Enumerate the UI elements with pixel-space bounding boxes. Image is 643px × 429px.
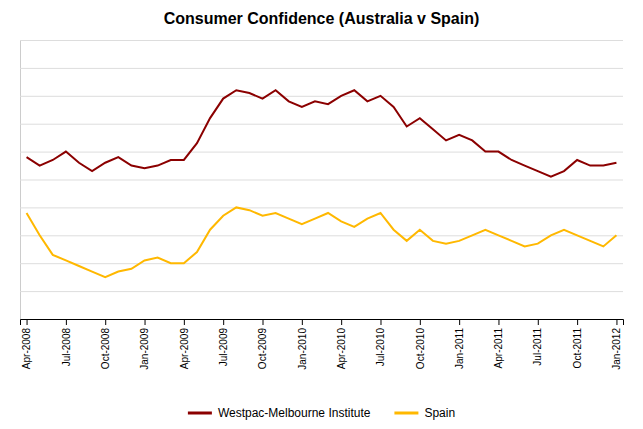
x-tick-mark (380, 319, 381, 325)
grid-line (20, 235, 623, 236)
y-tick (20, 291, 623, 292)
series-line (27, 90, 617, 176)
y-axis (20, 41, 623, 320)
x-tick-label: Jul-2008 (61, 328, 72, 367)
x-tick-mark (302, 319, 303, 325)
x-tick-label: Oct-2008 (100, 328, 111, 370)
x-tick-label: Apr-2011 (493, 328, 504, 369)
x-tick: Apr-2008 (21, 319, 32, 369)
series-group (27, 90, 617, 277)
x-tick: Jan-2009 (139, 319, 150, 370)
grid-line (20, 40, 623, 41)
grid-line (20, 180, 623, 181)
x-tick: Apr-2009 (179, 319, 190, 369)
x-tick-label: Apr-2009 (179, 328, 190, 370)
x-tick-label: Jan-2011 (454, 328, 465, 369)
y-tick (20, 68, 623, 69)
legend-item: Westpac-Melbourne Institute (188, 406, 371, 420)
y-axis-line (21, 41, 624, 320)
x-tick: Jul-2008 (61, 319, 72, 366)
x-tick: Apr-2010 (336, 319, 347, 369)
x-tick: Apr-2011 (493, 319, 504, 368)
x-tick-mark (184, 319, 185, 325)
title: Consumer Confidence (Australia v Spain) (164, 10, 480, 27)
legend-swatch (188, 412, 212, 415)
x-tick: Oct-2009 (257, 319, 268, 369)
x-axis: Apr-2008 Jul-2008 Oct-2008 Jan-2009 Apr-2009… (21, 319, 624, 370)
y-tick (20, 124, 623, 125)
x-tick-mark (341, 319, 342, 325)
x-tick-label: Jan-2012 (611, 328, 622, 370)
grid-line (20, 152, 623, 153)
x-tick-label: Jul-2011 (532, 328, 543, 366)
legend-label: Westpac-Melbourne Institute (218, 406, 371, 420)
legend-label: Spain (424, 406, 455, 420)
x-tick: Jul-2010 (375, 319, 386, 366)
x-tick-mark (616, 319, 617, 325)
legend-item: Spain (394, 406, 455, 420)
y-tick (20, 96, 623, 97)
x-tick-mark (223, 319, 224, 325)
x-tick-mark (459, 319, 460, 325)
legend: Westpac-Melbourne Institute Spain (188, 406, 455, 420)
x-tick-label: Oct-2010 (415, 328, 426, 370)
x-tick-mark (538, 319, 539, 325)
x-tick-label: Oct-2009 (257, 328, 268, 370)
x-tick-mark (66, 319, 67, 325)
x-tick-label: Jan-2009 (139, 328, 150, 370)
x-axis-line (21, 320, 624, 326)
x-tick: Jan-2011 (454, 319, 465, 369)
legend-swatch (394, 412, 418, 415)
x-tick: Jul-2011 (532, 319, 543, 366)
grid-line (20, 263, 623, 264)
x-tick: Oct-2008 (100, 319, 111, 369)
grid-line (20, 96, 623, 97)
chart: Consumer Confidence (Australia v Spain) A… (0, 0, 643, 429)
grid-line (20, 291, 623, 292)
x-tick: Jan-2012 (611, 319, 622, 370)
x-tick-mark (498, 319, 499, 325)
y-tick (20, 180, 623, 181)
grid-line (20, 207, 623, 208)
x-tick-mark (420, 319, 421, 325)
y-tick (20, 235, 623, 236)
x-tick-mark (263, 319, 264, 325)
grid-line (20, 68, 623, 69)
x-tick-label: Jul-2009 (218, 328, 229, 367)
series-line (27, 207, 617, 277)
x-tick-mark (27, 319, 28, 325)
grid-line (20, 124, 623, 125)
x-tick-mark (145, 319, 146, 325)
x-tick-label: Apr-2010 (336, 328, 347, 370)
x-tick-mark (105, 319, 106, 325)
plot: Apr-2008 Jul-2008 Oct-2008 Jan-2009 Apr-2009… (20, 41, 624, 370)
x-tick-mark (577, 319, 578, 325)
x-tick: Jan-2010 (297, 319, 308, 370)
y-tick (20, 152, 623, 153)
y-tick (20, 207, 623, 208)
x-tick-label: Jan-2010 (297, 328, 308, 370)
y-tick (20, 263, 623, 264)
x-tick: Oct-2011 (572, 319, 583, 368)
y-tick (20, 40, 623, 41)
x-tick: Jul-2009 (218, 319, 229, 366)
x-tick-label: Jul-2010 (375, 328, 386, 367)
x-tick-label: Oct-2011 (572, 328, 583, 369)
x-tick: Oct-2010 (415, 319, 426, 369)
x-tick-label: Apr-2008 (21, 328, 32, 370)
